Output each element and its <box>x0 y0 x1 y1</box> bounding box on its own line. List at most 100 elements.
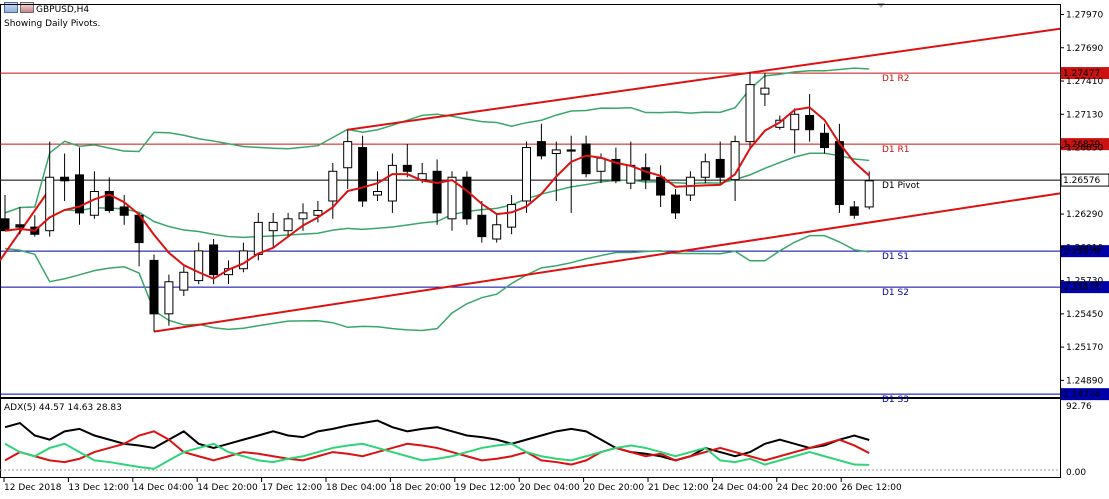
adx-series-line <box>4 419 870 462</box>
candle-bull <box>283 218 293 232</box>
pivot-note: Showing Daily Pivots. <box>4 19 101 29</box>
time-tick-label: 19 Dec 12:00 <box>455 483 516 493</box>
chevron-down-icon[interactable] <box>877 3 885 8</box>
bb-upper <box>4 67 870 214</box>
candle-bull <box>253 221 263 255</box>
candle-bull <box>492 224 502 240</box>
current-price-text: 1.26576 <box>1063 176 1100 186</box>
candle-bull <box>700 161 710 178</box>
candle-bear <box>402 164 412 172</box>
pivot-label-r2: D1 R2 <box>882 74 910 84</box>
price-tick-label: 1.27970 <box>1066 11 1103 21</box>
price-tick-label: 1.26290 <box>1066 210 1103 220</box>
candle-bull <box>387 164 397 202</box>
time-tick-label: 17 Dec 12:00 <box>262 483 323 493</box>
candle-bull <box>790 113 800 131</box>
candle-bull <box>596 157 606 172</box>
candle-bear <box>432 170 442 214</box>
upper-trendline <box>347 27 1061 131</box>
adx-pane-border <box>0 398 1061 478</box>
time-tick-label: 24 Dec 04:00 <box>712 483 773 493</box>
candle-bull <box>745 84 755 143</box>
chart-type-icon <box>4 2 18 13</box>
pivot-label-pivot: D1 Pivot <box>882 181 920 191</box>
time-tick-label: 18 Dec 04:00 <box>326 483 387 493</box>
candle-bull <box>194 250 204 282</box>
candle-bull <box>373 190 382 196</box>
candle-bear <box>566 149 576 152</box>
candle-bull <box>864 180 874 208</box>
price-tag-s1 <box>1061 245 1109 258</box>
symbol-flag-icon <box>20 2 34 13</box>
candle-bear <box>581 143 591 175</box>
candle-bear <box>715 158 725 178</box>
candle-bull <box>760 87 770 95</box>
candle-bear <box>462 176 472 220</box>
adx-axis-bottom: 0.00 <box>1066 468 1086 478</box>
time-tick-label: 14 Dec 20:00 <box>197 483 258 493</box>
adx-axis-top: 92.76 <box>1066 402 1092 412</box>
price-tick-label: 1.27690 <box>1066 44 1103 54</box>
price-tick-label: 1.26850 <box>1066 144 1103 154</box>
candle-bull <box>507 204 517 228</box>
price-tick-label: 1.25170 <box>1066 343 1103 353</box>
pivot-label-s2: D1 S2 <box>882 288 909 298</box>
price-tick-label: 1.25730 <box>1066 277 1103 287</box>
bb-lower <box>4 234 870 332</box>
candle-bull <box>447 176 457 220</box>
candle-bull <box>268 221 278 232</box>
candle-bear <box>834 141 844 206</box>
candle-bull <box>522 147 531 202</box>
candle-bull <box>179 271 189 291</box>
candle-bear <box>671 194 680 214</box>
candle-bear <box>656 176 666 196</box>
candle-bear <box>60 176 70 182</box>
price-tag-text-s2: 1.25675 <box>1063 283 1100 293</box>
price-tick-label: 1.27410 <box>1066 77 1103 87</box>
candle-bear <box>820 132 829 149</box>
price-tick-label: 1.27130 <box>1066 110 1103 120</box>
candle-bear <box>805 114 815 131</box>
pivot-label-s3: D1 S3 <box>882 395 909 405</box>
time-tick-label: 14 Dec 04:00 <box>133 483 194 493</box>
adx-label: ADX(5) 44.57 14.63 28.83 <box>4 403 122 413</box>
time-tick-label: 21 Dec 12:00 <box>648 483 709 493</box>
candle-bull <box>313 210 323 216</box>
candle-bull <box>298 212 308 220</box>
candle-bull <box>626 164 636 184</box>
candle-bear <box>358 147 368 202</box>
adx-series-line <box>4 442 870 470</box>
candle-bear <box>15 224 25 228</box>
chart-info: GBPUSD,H4 Showing Daily Pivots. <box>4 2 100 31</box>
price-tag-text-s1: 1.25978 <box>1063 247 1100 257</box>
current-price-tag <box>1060 173 1109 187</box>
candle-bear <box>611 158 621 182</box>
pivot-label-r1: D1 R1 <box>882 145 910 155</box>
candle-bear <box>0 218 10 232</box>
price-pane-border <box>0 4 1061 398</box>
time-tick-label: 12 Dec 2018 <box>4 483 62 493</box>
candle-bull <box>45 176 55 232</box>
candle-bull <box>343 141 353 169</box>
left-trendline <box>0 188 51 261</box>
price-tag-s2 <box>1061 281 1109 294</box>
symbol-title: GBPUSD,H4 <box>36 5 90 15</box>
candle-bear <box>104 190 114 212</box>
time-tick-label: 20 Dec 04:00 <box>519 483 580 493</box>
time-tick-label: 20 Dec 20:00 <box>584 483 645 493</box>
candle-bear <box>75 174 84 214</box>
candle-bear <box>536 141 546 157</box>
candle-bull <box>730 141 740 181</box>
price-tag-text-r1: 1.26879 <box>1063 140 1100 150</box>
lower-trendline <box>153 192 1061 333</box>
candle-bear <box>849 206 859 216</box>
price-tag-r2 <box>1061 67 1109 80</box>
candle-bear <box>209 244 219 276</box>
adx-series-line <box>4 430 870 466</box>
price-tag-r1 <box>1061 138 1109 151</box>
price-tag-text-s3: 1.24774 <box>1063 390 1100 400</box>
time-tick-label: 13 Dec 12:00 <box>68 483 129 493</box>
candle-bull <box>164 281 174 315</box>
